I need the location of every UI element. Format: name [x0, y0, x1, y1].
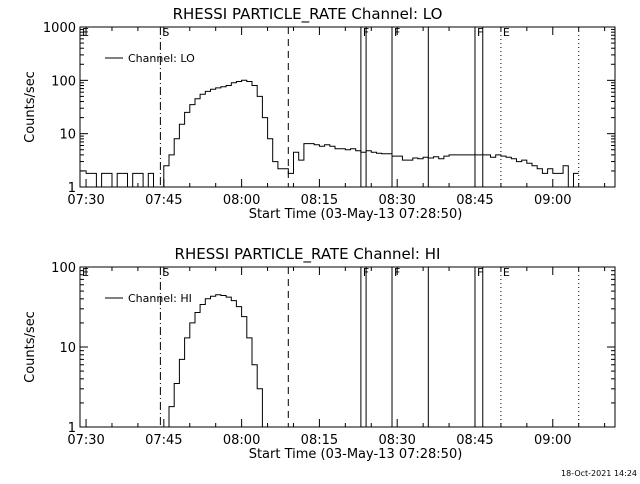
x-tick-label: 09:00	[534, 193, 571, 208]
chart-title: RHESSI PARTICLE_RATE Channel: HI	[175, 245, 441, 264]
event-marker-label: F	[394, 26, 400, 39]
event-marker-label: F	[394, 266, 400, 279]
x-axis-label: Start Time (03-May-13 07:28:50)	[249, 207, 463, 222]
x-tick-label: 07:45	[145, 193, 182, 208]
x-tick-label: 08:45	[456, 433, 493, 448]
series-line-hi	[163, 294, 263, 428]
chart-title: RHESSI PARTICLE_RATE Channel: LO	[173, 5, 443, 24]
y-tick-label: 100	[51, 74, 76, 89]
plot-timestamp: 18-Oct-2021 14:24	[561, 469, 637, 478]
chart-panel-hi: RHESSI PARTICLE_RATE Channel: HI 07:30 07:…	[23, 245, 616, 462]
legend-label: Channel: LO	[128, 52, 195, 65]
event-marker-label: E	[82, 26, 89, 39]
event-marker-label: S	[162, 266, 169, 279]
x-tick-label: 08:30	[378, 193, 415, 208]
x-tick-label: 08:30	[378, 433, 415, 448]
x-tick-label: 09:00	[534, 433, 571, 448]
event-marker-label: F	[477, 266, 483, 279]
chart-panel-lo: RHESSI PARTICLE_RATE Channel: LO 07:30 07:…	[23, 5, 616, 222]
y-tick-label: 1	[68, 421, 76, 436]
x-tick-label: 08:45	[456, 193, 493, 208]
y-tick-label: 100	[51, 261, 76, 276]
legend-label: Channel: HI	[128, 292, 192, 305]
event-marker-label: S	[162, 26, 169, 39]
event-marker-label: E	[503, 266, 510, 279]
x-tick-label: 07:30	[67, 193, 104, 208]
event-marker-label: F	[477, 26, 483, 39]
event-marker-label: E	[503, 26, 510, 39]
y-tick-label: 1000	[43, 21, 76, 36]
y-tick-label: 1	[68, 181, 76, 196]
x-tick-label: 08:00	[223, 193, 260, 208]
series-line-lo	[80, 79, 579, 188]
x-tick-label: 08:15	[301, 193, 338, 208]
event-marker-label: E	[82, 266, 89, 279]
x-axis-label: Start Time (03-May-13 07:28:50)	[249, 447, 463, 462]
x-tick-label: 07:45	[145, 433, 182, 448]
x-tick-label: 08:15	[301, 433, 338, 448]
y-tick-label: 10	[59, 128, 76, 143]
y-axis-label: Counts/sec	[23, 71, 38, 143]
x-tick-label: 08:00	[223, 433, 260, 448]
y-tick-label: 10	[59, 341, 76, 356]
y-axis-label: Counts/sec	[23, 311, 38, 383]
x-tick-label: 07:30	[67, 433, 104, 448]
